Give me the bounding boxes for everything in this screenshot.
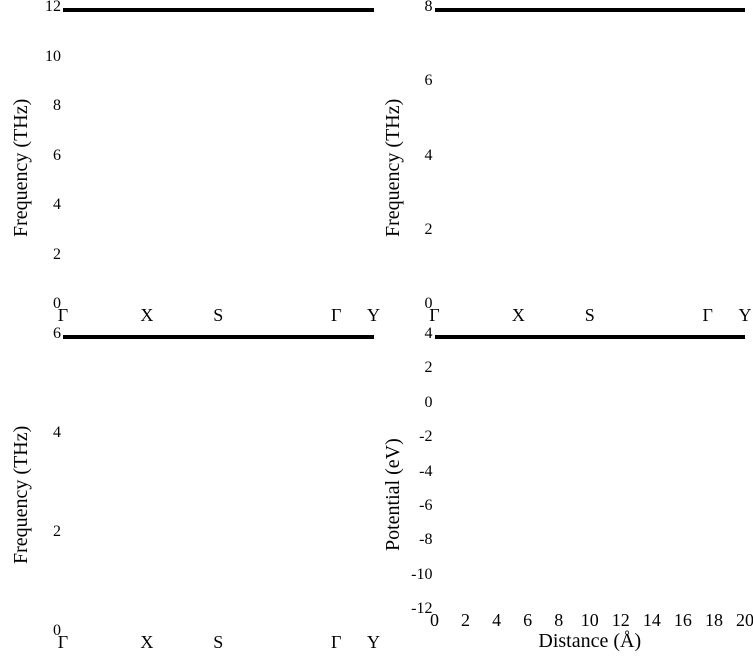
plotbox-b: (b) Γ X Y S [435,8,746,12]
figure-grid: Frequency (THz) 121086420 (a) ΓXSΓY Freq… [0,0,753,662]
xticks-c: ΓXSΓY [63,630,374,654]
plotbox-c: (c) [63,335,374,339]
panel-c: Frequency (THz) 6420 (c) ΓXSΓY [8,335,374,654]
ylabel-d: Potential (eV) [380,335,407,654]
xticks-d: 02468101214161820 [435,608,746,632]
plotbox-d: (d) Sb₂S₃Sb₂Se₃Sb₂Te₃ [435,335,746,339]
yticks-b: 86420 [407,0,433,313]
ylabel-a: Frequency (THz) [8,8,35,327]
yticks-c: 6420 [35,325,61,640]
xticks-b: ΓXSΓY [435,303,746,327]
yticks-a: 121086420 [35,0,61,313]
yticks-d: 420-2-4-6-8-10-12 [407,325,433,618]
panel-d: Potential (eV) 420-2-4-6-8-10-12 (d) Sb₂… [380,335,746,654]
ylabel-b: Frequency (THz) [380,8,407,327]
panel-b: Frequency (THz) 86420 (b) Γ X Y S [380,8,746,327]
ylabel-c: Frequency (THz) [8,335,35,654]
xticks-a: ΓXSΓY [63,303,374,327]
plotbox-a: (a) [63,8,374,12]
panel-a: Frequency (THz) 121086420 (a) ΓXSΓY [8,8,374,327]
xlabel-d: Distance (Å) [435,630,746,654]
